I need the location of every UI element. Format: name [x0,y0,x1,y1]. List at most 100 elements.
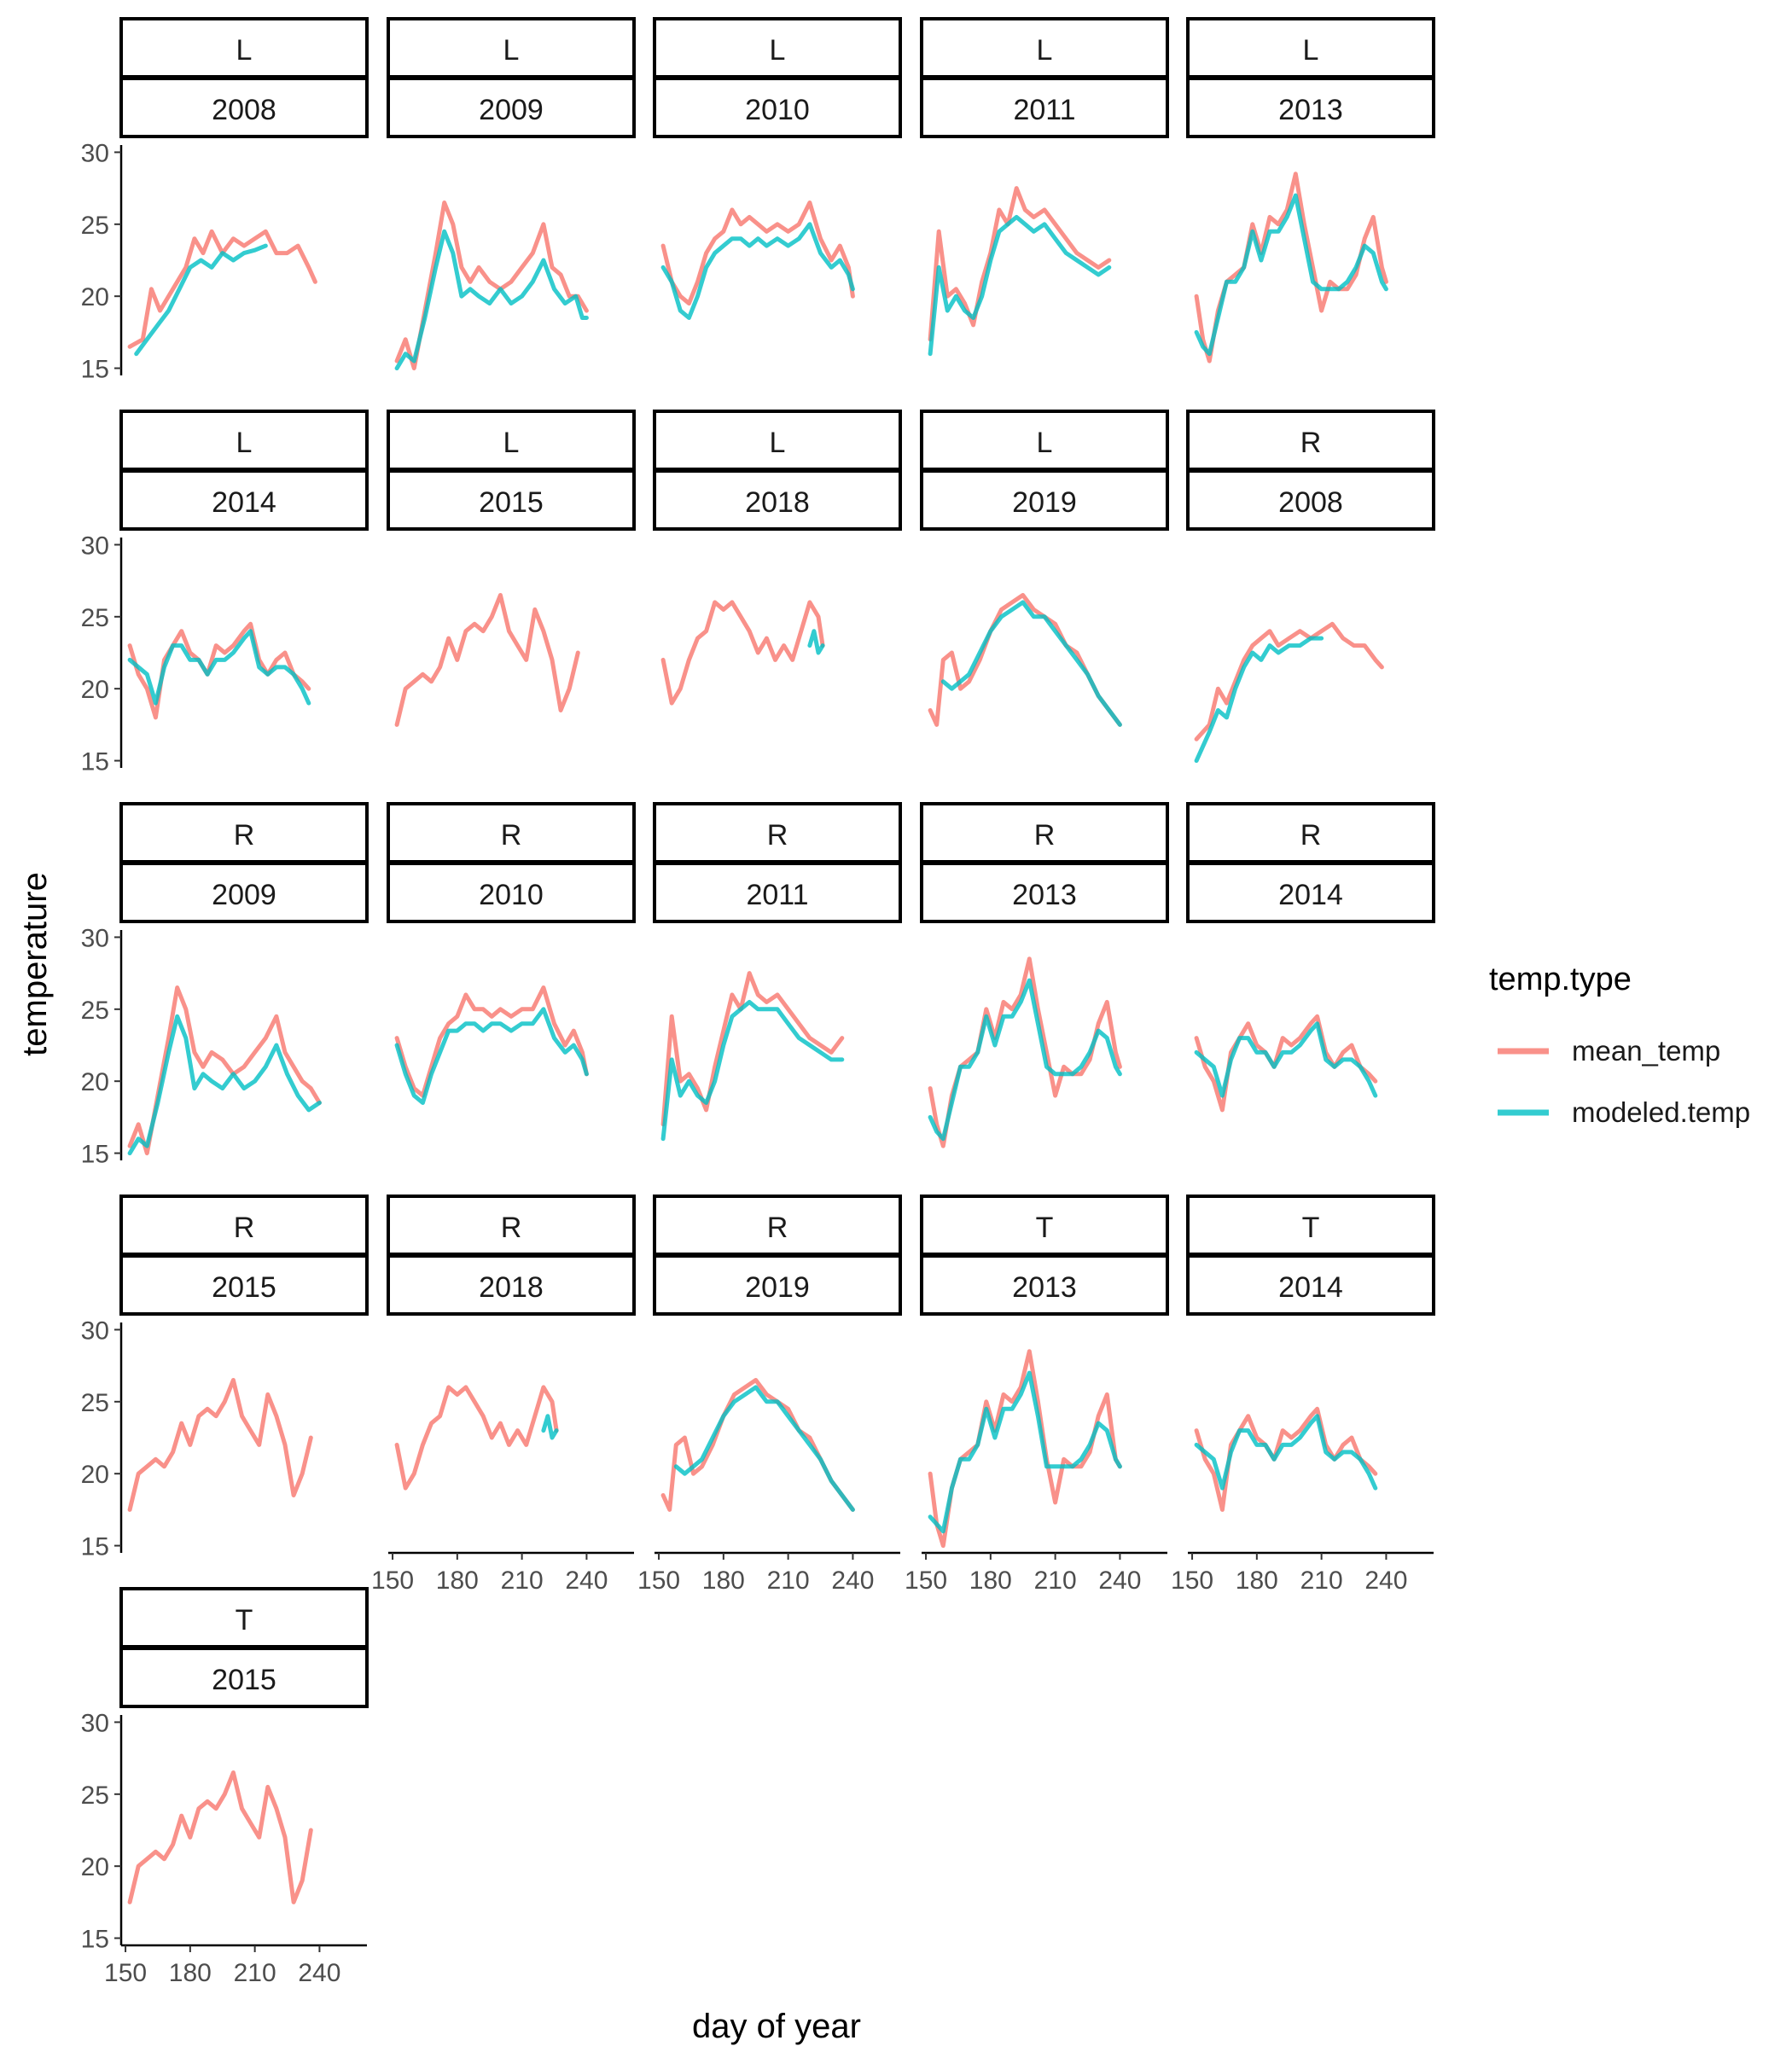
x-tick-label: 180 [702,1567,745,1595]
facet-year-label: 2011 [1013,94,1075,126]
facet-panel: R 2014 [1186,802,1435,1113]
facet-year-label: 2008 [1278,486,1343,519]
x-tick-label: 150 [1171,1567,1213,1595]
x-tick-label: 240 [298,1959,340,1987]
facet-panel: T 2015 15 20 25 30 150 180 210 240 [81,1587,369,1987]
facet-panel: L 2015 [387,410,636,727]
x-tick-label: 180 [1236,1567,1278,1595]
facet-panel: R 2011 [653,802,902,1142]
modeled-temp-line [541,1414,559,1440]
x-tick-label: 150 [371,1567,414,1595]
modeled-temp-line [394,1007,589,1105]
facet-group-label: T [1302,1212,1320,1244]
facet-strip-year [119,1647,369,1708]
facet-year-label: 2010 [479,879,544,911]
mean-temp-line [127,985,322,1156]
y-tick-label: 25 [81,1389,109,1417]
y-tick-label: 25 [81,997,109,1025]
modeled-temp-line [1194,636,1324,764]
facet-year-label: 2018 [745,486,810,519]
facet-panel: L 2013 [1186,17,1435,363]
modeled-temp-line [127,1014,322,1156]
facet-strip-group [387,410,636,471]
facet-year-label: 2008 [212,94,276,126]
facet-strip-year [119,77,369,138]
facet-strip-group [387,17,636,78]
x-tick-label: 150 [637,1567,680,1595]
x-axis-title: day of year [692,2008,861,2045]
facet-group-label: L [236,34,253,67]
facet-panel: L 2011 [920,17,1169,357]
mean-temp-line [127,229,317,349]
mean-temp-line [660,971,845,1127]
facet-strip-group [653,410,902,471]
facet-year-label: 2015 [212,1271,276,1304]
modeled-temp-line [940,600,1122,727]
facet-strip-group [653,17,902,78]
facet-year-label: 2013 [1012,879,1077,911]
facet-group-label: R [1300,819,1322,852]
facet-year-label: 2019 [1012,486,1077,519]
facet-group-label: L [770,34,786,67]
facet-year-label: 2014 [1278,879,1343,911]
facet-strip-year [920,862,1169,923]
y-axis-title: temperature [16,872,54,1056]
mean-temp-line [660,600,825,706]
facet-panel: R 2008 [1186,410,1435,764]
facet-group-label: R [234,819,255,852]
mean-temp-line [660,201,855,306]
facet-strip-group [1186,802,1435,863]
y-tick-label: 30 [81,532,109,560]
facet-strip-year [1186,1254,1435,1316]
facet-group-label: R [767,1212,788,1244]
facet-panel: R 2010 [387,802,636,1105]
x-tick-label: 180 [969,1567,1012,1595]
facet-strip-year [1186,469,1435,531]
modeled-temp-line [394,229,589,371]
mean-temp-line [928,186,1112,342]
facet-strip-year [653,77,902,138]
y-tick-label: 15 [81,356,109,384]
facet-strip-year [119,469,369,531]
facet-group-label: L [1037,34,1053,67]
facet-strip-group [1186,410,1435,471]
mean-temp-line [1194,1406,1378,1512]
mean-temp-line [928,593,1122,727]
facet-panel: L 2009 [387,17,636,371]
y-tick-label: 25 [81,212,109,240]
mean-temp-line [127,1770,313,1904]
facet-group-label: L [503,34,520,67]
facet-strip-year [387,77,636,138]
facet-panel: R 2018 150 180 210 240 [371,1195,636,1595]
legend-title: temp.type [1489,962,1632,997]
facet-group-label: L [770,427,786,459]
facet-group-label: R [767,819,788,852]
legend-label: mean_temp [1572,1035,1720,1067]
x-tick-label: 240 [1098,1567,1141,1595]
facet-year-label: 2019 [745,1271,810,1304]
facet-panel: L 2019 [920,410,1169,727]
mean-temp-line [394,593,580,727]
y-tick-label: 20 [81,676,109,704]
facet-group-label: R [1034,819,1056,852]
facet-panel: T 2013 150 180 210 240 [905,1195,1169,1595]
facet-year-label: 2015 [479,486,544,519]
modeled-temp-line [928,978,1122,1142]
mean-temp-line [660,1378,855,1512]
facet-year-label: 2018 [479,1271,544,1304]
y-tick-label: 30 [81,1317,109,1345]
facet-strip-group [119,1587,369,1648]
facet-strip-year [387,469,636,531]
mean-temp-line [394,201,589,371]
facet-strip-year [387,1254,636,1316]
y-tick-label: 15 [81,1926,109,1954]
facet-group-label: L [503,427,520,459]
facet-strip-group [920,17,1169,78]
facet-strip-group [1186,1195,1435,1256]
facet-year-label: 2009 [212,879,276,911]
x-tick-label: 150 [104,1959,147,1987]
legend-label: modeled.temp [1572,1096,1750,1128]
facet-strip-year [119,862,369,923]
modeled-temp-line [127,629,311,706]
